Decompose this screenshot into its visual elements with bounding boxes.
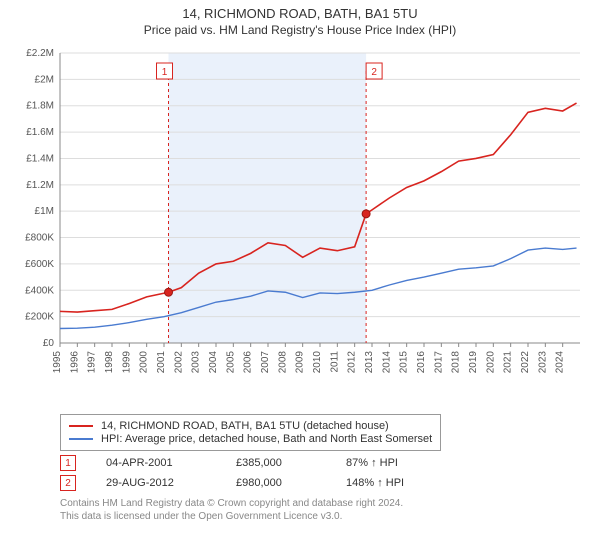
svg-text:2015: 2015 (399, 351, 410, 374)
svg-text:2008: 2008 (277, 351, 288, 374)
svg-text:2020: 2020 (485, 351, 496, 374)
svg-text:2006: 2006 (243, 351, 254, 374)
legend-swatch (69, 425, 93, 427)
sale-marker-box: 2 (60, 475, 76, 491)
sale-marker-box: 1 (60, 455, 76, 471)
price-chart-svg: £0 £200K £400K £600K £800K £1M £1.2M £1.4M £1.6M… (10, 43, 590, 403)
sale-date: 29-AUG-2012 (106, 477, 206, 489)
license-line-2: This data is licensed under the Open Gov… (60, 510, 580, 523)
svg-text:2022: 2022 (520, 351, 531, 374)
svg-text:2024: 2024 (555, 351, 566, 374)
license-text: Contains HM Land Registry data © Crown c… (60, 497, 580, 523)
legend-label: 14, RICHMOND ROAD, BATH, BA1 5TU (detach… (101, 420, 389, 432)
sales-table: 1 04-APR-2001 £385,000 87% ↑ HPI 2 29-AUG-201… (60, 455, 580, 491)
svg-text:£1.8M: £1.8M (26, 101, 54, 112)
legend-row: 14, RICHMOND ROAD, BATH, BA1 5TU (detach… (69, 420, 432, 432)
svg-text:2023: 2023 (537, 351, 548, 374)
chart-area: £0 £200K £400K £600K £800K £1M £1.2M £1.4M £1.6M… (10, 43, 590, 408)
svg-text:2: 2 (371, 67, 377, 78)
svg-text:2012: 2012 (347, 351, 358, 374)
svg-text:£600K: £600K (25, 259, 54, 270)
legend-row: HPI: Average price, detached house, Bath… (69, 433, 432, 445)
svg-text:2018: 2018 (451, 351, 462, 374)
svg-text:2000: 2000 (139, 351, 150, 374)
page-subtitle: Price paid vs. HM Land Registry's House … (10, 23, 590, 37)
svg-text:2001: 2001 (156, 351, 167, 374)
svg-text:1996: 1996 (69, 351, 80, 374)
svg-text:£400K: £400K (25, 285, 54, 296)
svg-text:1995: 1995 (52, 351, 63, 374)
svg-text:£1.4M: £1.4M (26, 153, 54, 164)
legend-label: HPI: Average price, detached house, Bath… (101, 433, 432, 445)
svg-text:£2M: £2M (35, 74, 54, 85)
svg-text:2021: 2021 (503, 351, 514, 374)
svg-text:2005: 2005 (225, 351, 236, 374)
license-line-1: Contains HM Land Registry data © Crown c… (60, 497, 580, 510)
sale-price: £385,000 (236, 457, 316, 469)
svg-text:2010: 2010 (312, 351, 323, 374)
svg-text:2016: 2016 (416, 351, 427, 374)
sale-row: 1 04-APR-2001 £385,000 87% ↑ HPI (60, 455, 580, 471)
legend-swatch (69, 438, 93, 440)
chart-container: 14, RICHMOND ROAD, BATH, BA1 5TU Price p… (0, 0, 600, 531)
sale-hpi-pct: 87% ↑ HPI (346, 457, 398, 469)
svg-text:£1M: £1M (35, 206, 54, 217)
svg-text:2017: 2017 (433, 351, 444, 374)
sale-date: 04-APR-2001 (106, 457, 206, 469)
svg-text:£1.6M: £1.6M (26, 127, 54, 138)
svg-text:2003: 2003 (191, 351, 202, 374)
legend: 14, RICHMOND ROAD, BATH, BA1 5TU (detach… (60, 414, 441, 451)
svg-text:£200K: £200K (25, 312, 54, 323)
svg-text:1998: 1998 (104, 351, 115, 374)
svg-text:2004: 2004 (208, 351, 219, 374)
svg-text:2014: 2014 (381, 351, 392, 374)
sale-price: £980,000 (236, 477, 316, 489)
svg-text:£800K: £800K (25, 233, 54, 244)
sale-hpi-pct: 148% ↑ HPI (346, 477, 404, 489)
svg-text:1999: 1999 (121, 351, 132, 374)
svg-text:£2.2M: £2.2M (26, 48, 54, 59)
sale-row: 2 29-AUG-2012 £980,000 148% ↑ HPI (60, 475, 580, 491)
page-title: 14, RICHMOND ROAD, BATH, BA1 5TU (10, 6, 590, 21)
svg-text:2009: 2009 (295, 351, 306, 374)
svg-text:£0: £0 (43, 338, 55, 349)
svg-text:1997: 1997 (87, 351, 98, 374)
svg-text:2011: 2011 (329, 351, 340, 373)
svg-text:2019: 2019 (468, 351, 479, 374)
svg-text:2002: 2002 (173, 351, 184, 374)
svg-text:2013: 2013 (364, 351, 375, 374)
svg-text:2007: 2007 (260, 351, 271, 374)
svg-text:£1.2M: £1.2M (26, 180, 54, 191)
svg-text:1: 1 (162, 67, 168, 78)
